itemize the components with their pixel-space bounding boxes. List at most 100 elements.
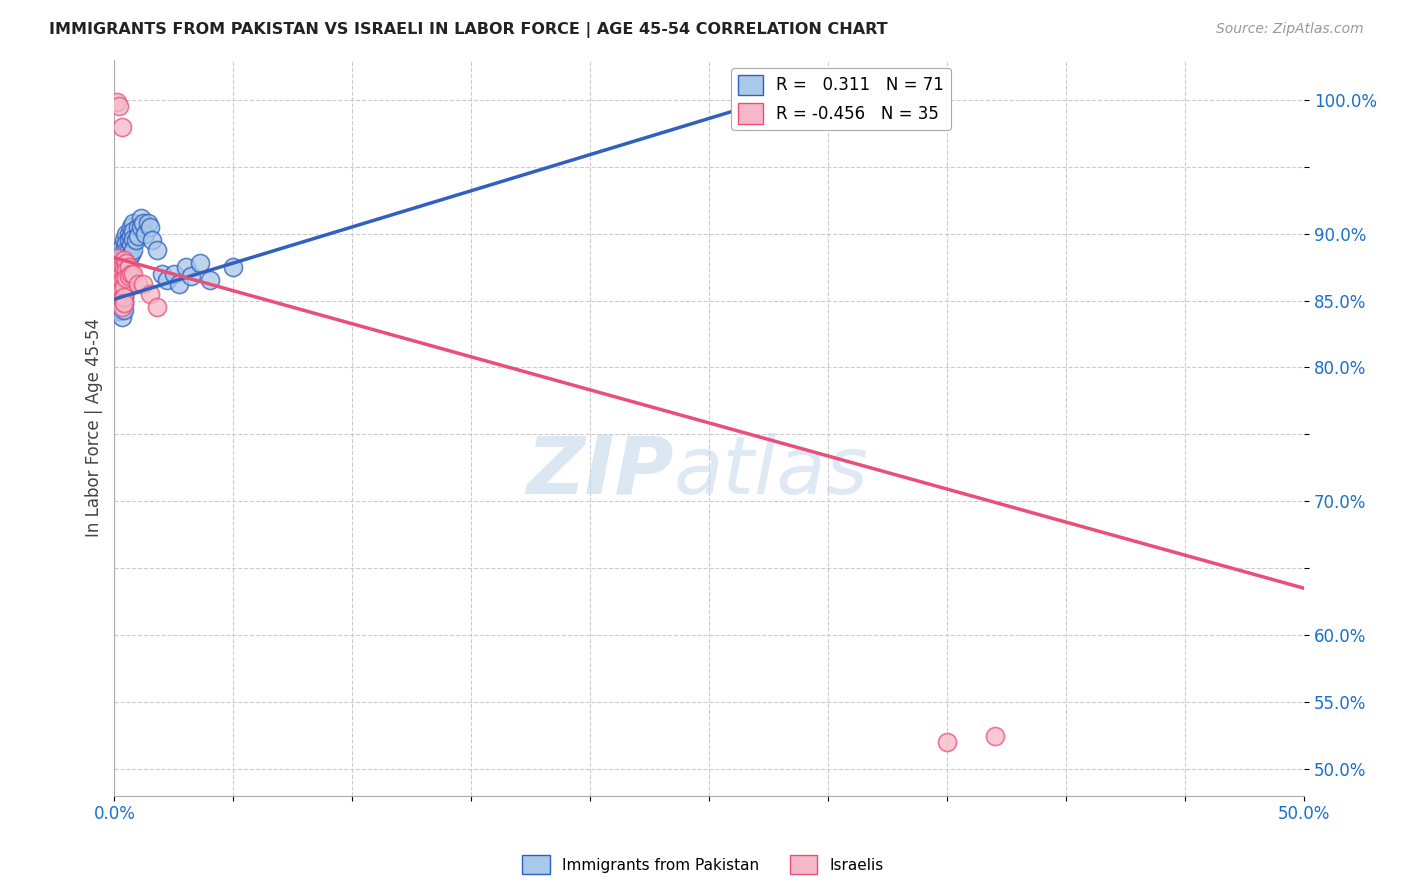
Point (118, 267, 141, 281)
Point (108, 286, 131, 301)
Point (132, 216, 155, 230)
Point (125, 233, 148, 247)
Point (118, 260, 141, 274)
Point (110, 296, 132, 310)
Point (108, 267, 131, 281)
Point (110, 283, 132, 297)
Text: atlas: atlas (673, 433, 869, 511)
Point (136, 216, 159, 230)
Point (112, 302, 135, 317)
Text: Source: ZipAtlas.com: Source: ZipAtlas.com (1216, 22, 1364, 37)
Point (129, 219, 152, 234)
Point (180, 269, 202, 284)
Point (115, 270, 138, 285)
Point (112, 261, 135, 276)
Point (110, 302, 132, 317)
Legend: R =   0.311   N = 71, R = -0.456   N = 35: R = 0.311 N = 71, R = -0.456 N = 35 (731, 68, 950, 130)
Point (122, 224, 145, 238)
Point (120, 219, 142, 234)
Point (112, 296, 135, 310)
Point (105, 267, 128, 281)
Point (146, 300, 169, 314)
Point (105, 280, 128, 294)
Point (134, 227, 156, 241)
Point (139, 286, 162, 301)
Point (110, 273, 132, 287)
Point (115, 244, 138, 258)
Point (222, 260, 245, 274)
Point (118, 269, 141, 284)
Point (132, 277, 155, 292)
Point (112, 260, 135, 274)
Y-axis label: In Labor Force | Age 45-54: In Labor Force | Age 45-54 (86, 318, 103, 537)
Point (110, 291, 132, 305)
Point (122, 243, 145, 257)
Point (110, 273, 132, 287)
Legend: Immigrants from Pakistan, Israelis: Immigrants from Pakistan, Israelis (516, 849, 890, 880)
Point (174, 260, 197, 274)
Point (108, 296, 131, 310)
Point (110, 267, 132, 281)
Point (108, 267, 131, 281)
Point (115, 267, 138, 281)
Point (936, 735, 959, 749)
Point (115, 256, 138, 270)
Point (122, 216, 145, 230)
Point (110, 310, 132, 324)
Point (115, 251, 138, 265)
Point (198, 273, 221, 287)
Text: IMMIGRANTS FROM PAKISTAN VS ISRAELI IN LABOR FORCE | AGE 45-54 CORRELATION CHART: IMMIGRANTS FROM PAKISTAN VS ISRAELI IN L… (49, 22, 887, 38)
Point (112, 291, 135, 305)
Point (120, 267, 142, 281)
Point (112, 283, 135, 297)
Point (127, 229, 149, 244)
Point (163, 267, 186, 281)
Point (122, 267, 145, 281)
Point (108, 304, 131, 318)
Point (112, 296, 135, 310)
Point (118, 251, 141, 265)
Point (110, 267, 132, 281)
Point (108, 260, 131, 274)
Point (108, 273, 131, 287)
Point (110, 240, 132, 254)
Point (118, 259, 141, 273)
Point (129, 211, 152, 225)
Point (110, 300, 132, 314)
Point (115, 227, 138, 241)
Point (108, 283, 131, 297)
Point (139, 219, 162, 234)
Point (188, 256, 211, 270)
Point (110, 291, 132, 305)
Point (110, 260, 132, 274)
Point (112, 251, 135, 265)
Point (146, 243, 169, 257)
Point (112, 253, 135, 268)
Point (120, 237, 142, 252)
Point (118, 233, 141, 247)
Point (112, 276, 135, 290)
Point (112, 270, 135, 285)
Point (115, 260, 138, 274)
Point (120, 229, 142, 244)
Point (112, 233, 135, 247)
Point (105, 251, 128, 265)
Point (127, 277, 149, 292)
Point (167, 277, 190, 292)
Point (108, 277, 131, 292)
Point (120, 246, 142, 260)
Point (118, 243, 141, 257)
Point (115, 276, 138, 290)
Point (110, 260, 132, 274)
Point (110, 251, 132, 265)
Point (108, 260, 131, 274)
Point (115, 235, 138, 250)
Point (112, 243, 135, 257)
Point (108, 99, 131, 113)
Point (105, 293, 128, 308)
Point (127, 219, 149, 234)
Point (105, 95, 128, 110)
Point (141, 233, 163, 247)
Point (110, 120, 132, 134)
Point (105, 260, 128, 274)
